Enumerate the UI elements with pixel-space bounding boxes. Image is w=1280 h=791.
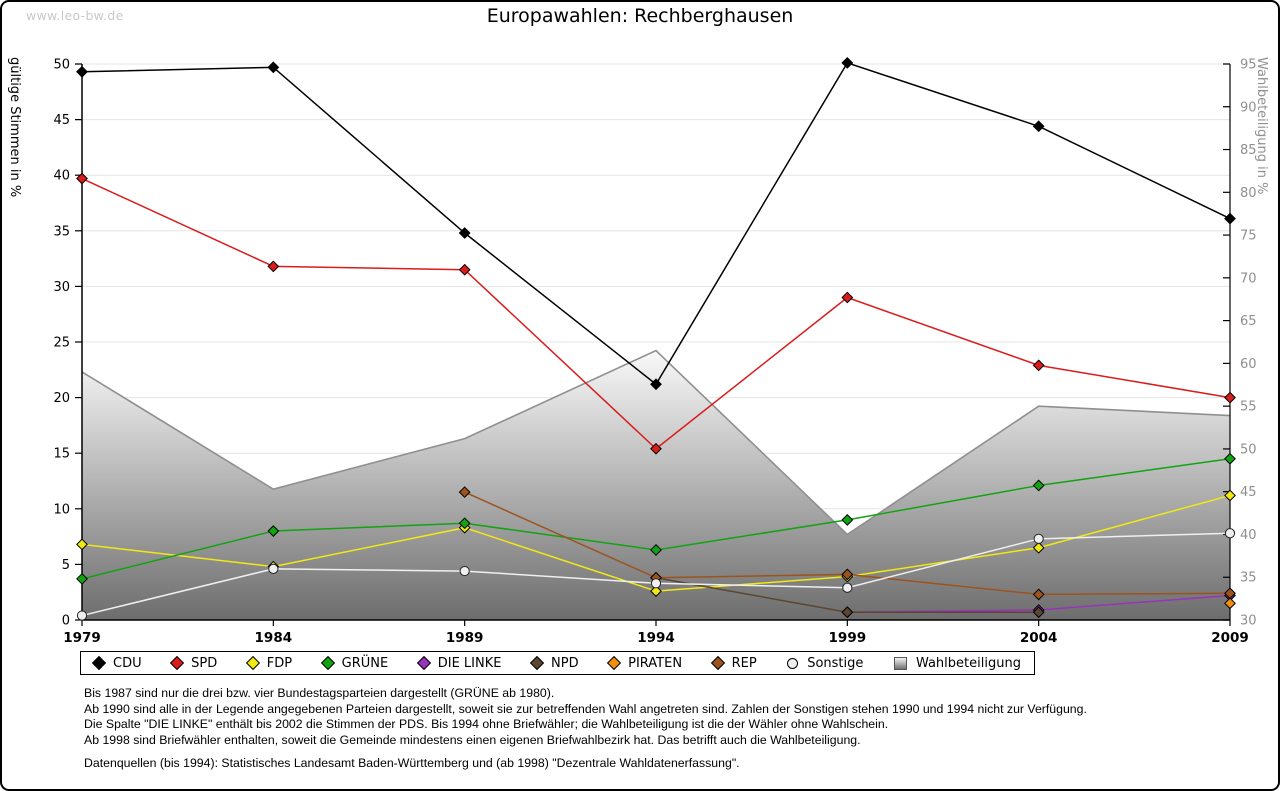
y-tick-label-left: 30 — [53, 280, 70, 295]
y-tick-label-left: 25 — [53, 336, 70, 351]
x-tick-label: 1979 — [63, 630, 101, 646]
legend-marker-icon — [416, 655, 431, 671]
legend-item-spd: SPD — [170, 655, 218, 671]
series-cdu — [81, 61, 1231, 386]
legend-item-fdp: FDP — [245, 655, 293, 671]
legend-marker-icon — [245, 655, 260, 671]
legend-marker-icon — [320, 655, 335, 671]
legend-marker-icon — [710, 655, 725, 671]
legend-item-rep: REP — [710, 655, 757, 671]
legend-label: REP — [731, 655, 757, 671]
source-line: Datenquellen (bis 1994): Statistisches L… — [84, 756, 740, 771]
y-tick-label-right: 40 — [1240, 528, 1257, 543]
y-tick-label-right: 85 — [1240, 143, 1257, 158]
legend-marker-icon — [170, 655, 185, 671]
y-tick-label-left: 50 — [53, 58, 70, 73]
legend-marker-icon — [893, 656, 907, 670]
turnout-area-outline — [81, 349, 1231, 536]
legend-label: CDU — [113, 655, 142, 671]
y-tick-label-right: 35 — [1240, 571, 1257, 586]
legend-marker-icon — [529, 655, 545, 671]
legend-label: DIE LINKE — [437, 655, 502, 671]
y-tick-label-left: 0 — [62, 614, 70, 629]
legend-item-cdu: CDU — [91, 655, 142, 671]
page-title: Europawahlen: Rechberghausen — [486, 5, 794, 27]
y-tick-label-left: 10 — [53, 502, 70, 517]
legend-marker-icon — [607, 655, 622, 671]
x-tick-label: 1989 — [446, 630, 484, 646]
legend-label: Sonstige — [807, 655, 864, 671]
legend-label: GRÜNE — [341, 655, 389, 671]
watermark: www.leo-bw.de — [26, 8, 124, 23]
legend-item-die-linke: DIE LINKE — [416, 655, 502, 671]
markers-cdu — [76, 56, 1236, 391]
y-tick-label-right: 30 — [1240, 614, 1257, 629]
legend-item-npd: NPD — [529, 655, 579, 671]
markers-spd — [76, 172, 1236, 455]
legend-marker-icon — [787, 657, 799, 669]
y-tick-label-right: 55 — [1240, 400, 1257, 415]
y-tick-label-right: 70 — [1240, 271, 1257, 286]
y-tick-label-right: 45 — [1240, 485, 1257, 500]
y-tick-label-right: 60 — [1240, 357, 1257, 372]
y-tick-label-left: 40 — [53, 169, 70, 184]
y-axis-label-left: gültige Stimmen in % — [7, 57, 22, 198]
legend-item-wahlbeteiligung: Wahlbeteiligung — [893, 655, 1021, 671]
y-tick-label-right: 80 — [1240, 186, 1257, 201]
legend-label: NPD — [551, 655, 579, 671]
y-tick-label-right: 75 — [1240, 229, 1257, 244]
x-tick-label: 1994 — [637, 630, 675, 646]
y-tick-label-left: 20 — [53, 391, 70, 406]
note-line: Ab 1990 sind alle in der Legende angegeb… — [84, 701, 1087, 716]
note-line: Ab 1998 sind Briefwähler enthalten, sowe… — [84, 732, 861, 747]
footnotes: Bis 1987 sind nur die drei bzw. vier Bun… — [84, 686, 1087, 772]
legend: CDU SPD FDP GRÜNE DIE LINKE NPD PIRATEN REP Sons… — [80, 651, 1035, 675]
legend-marker-icon — [91, 655, 107, 671]
markers-grüne — [76, 452, 1236, 585]
y-axis-label-right: Wahlbeteiligung in % — [1254, 57, 1269, 195]
x-tick-label: 2009 — [1211, 630, 1249, 646]
legend-label: SPD — [191, 655, 218, 671]
y-tick-label-right: 50 — [1240, 442, 1257, 457]
x-tick-label: 2004 — [1020, 630, 1058, 646]
y-tick-label-left: 45 — [53, 113, 70, 128]
legend-label: Wahlbeteiligung — [915, 655, 1021, 671]
y-tick-label-right: 90 — [1240, 100, 1257, 115]
y-tick-label-right: 65 — [1240, 314, 1257, 329]
markers-sonstige — [76, 528, 1236, 621]
legend-item-piraten: PIRATEN — [607, 655, 683, 671]
y-tick-label-right: 95 — [1240, 58, 1257, 73]
note-line: Die Spalte "DIE LINKE" enthält bis 2002 … — [84, 717, 889, 732]
note-line: Bis 1987 sind nur die drei bzw. vier Bun… — [84, 686, 555, 700]
legend-item-grüne: GRÜNE — [320, 655, 389, 671]
x-tick-label: 1999 — [829, 630, 867, 646]
y-tick-label-left: 5 — [62, 558, 70, 573]
legend-label: FDP — [266, 655, 293, 671]
markers-piraten — [1224, 597, 1236, 610]
turnout-area — [82, 350, 1230, 620]
legend-label: PIRATEN — [628, 655, 683, 671]
legend-item-sonstige: Sonstige — [787, 656, 863, 671]
chart-canvas: 0 5 10 15 20 25 30 35 40 45 50 30 35 40 45 50 55 60 65 70 75… — [53, 56, 1257, 646]
y-tick-label-left: 15 — [53, 447, 70, 462]
x-tick-label: 1984 — [255, 630, 293, 646]
y-tick-label-left: 35 — [53, 224, 70, 239]
